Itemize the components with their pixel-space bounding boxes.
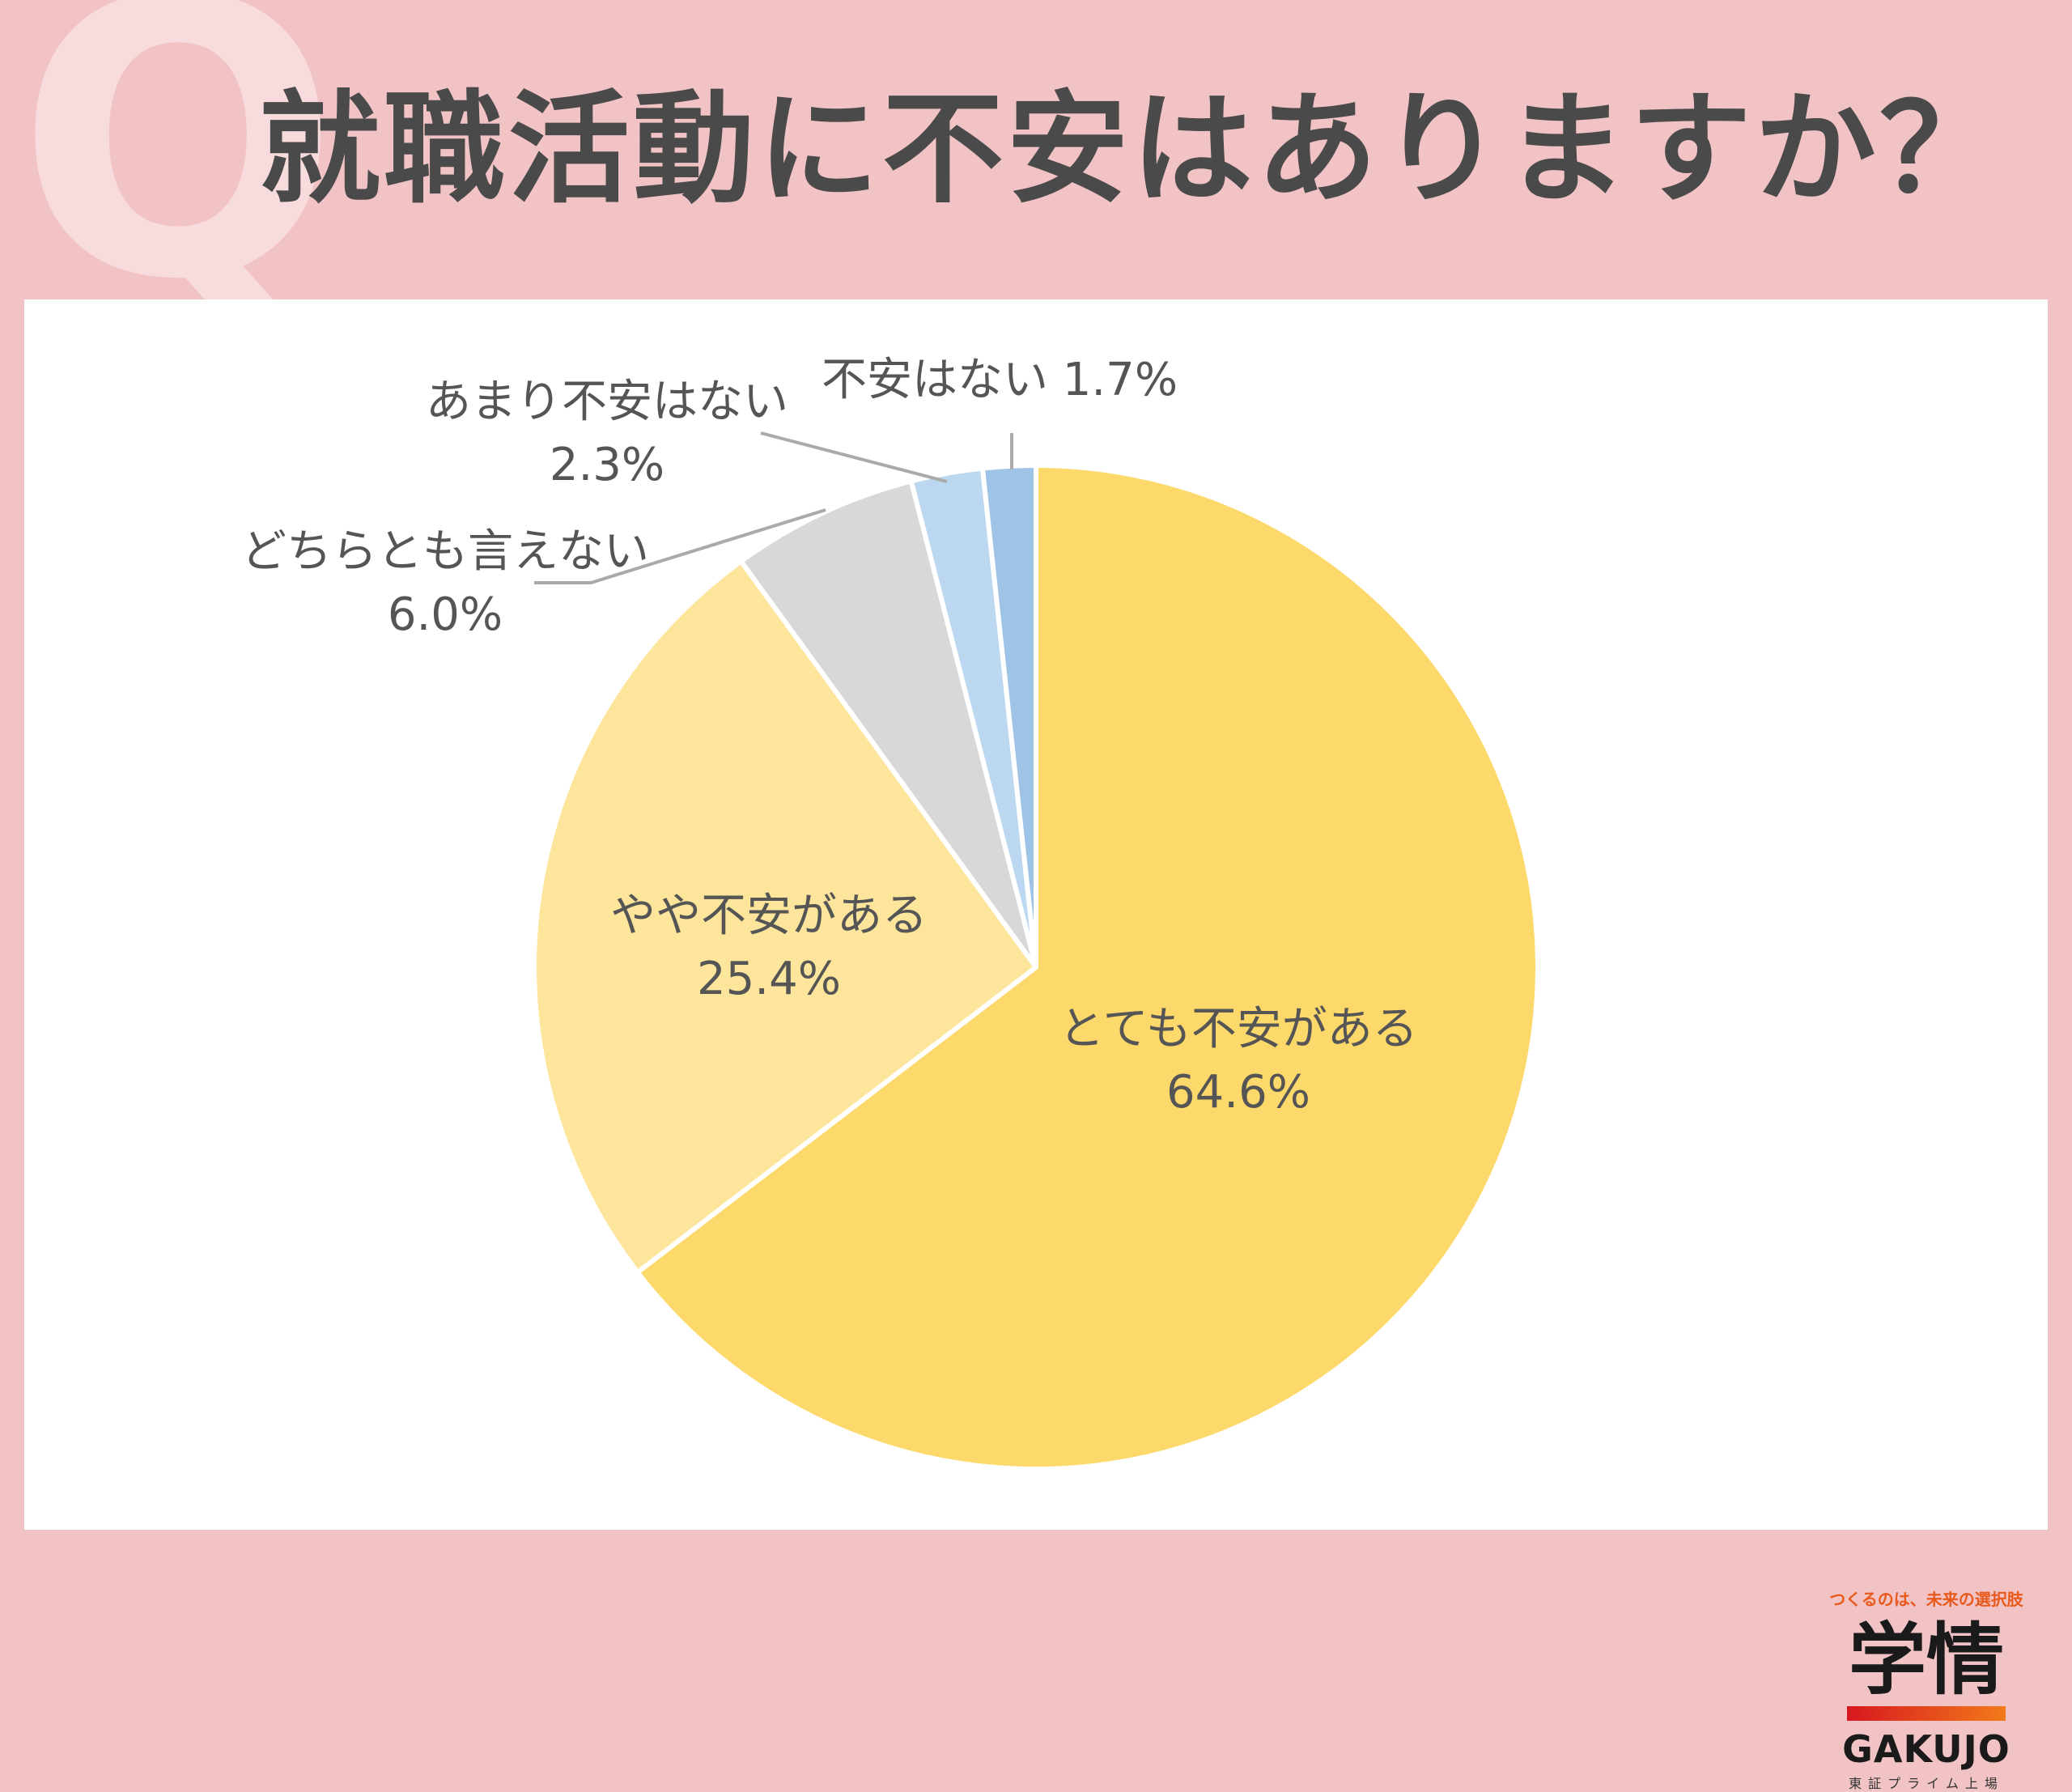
brand-sub: 東証プライム上場 [1849,1775,2004,1791]
slice-label-3: どちらとも言えない [241,525,649,578]
q-mark: Q [16,0,340,363]
slice-value-label-2: 25.4% [697,953,841,1005]
slice-label-2: やや不安がある [610,890,928,942]
pie-chart: とても不安がある 64.6% やや不安がある 25.4% どちらとも言えない 6.0% あま… [241,354,1540,1471]
brand-bar [1847,1705,2006,1721]
leader-line-4 [760,431,948,483]
pie-slice-2 [532,558,1038,1275]
page-title: 就職活動に不安はありますか？ [259,79,2005,220]
slice-value-label-5: 不安はない 1.7% [822,354,1178,406]
pie-slice-3 [738,478,1038,970]
chart-panel: とても不安がある 64.6% やや不安がある 25.4% どちらとも言えない 6.0% あま… [24,299,2048,1791]
slice-value-label-4: 2.3% [550,439,664,491]
pie-slice-1 [635,463,1540,1471]
brand-tagline: つくるのは、未来の選択肢 [1829,1590,2023,1609]
brand-name-en: GAKUJO [1842,1726,2010,1771]
brand-logo: つくるのは、未来の選択肢 学情 GAKUJO 東証プライム上場 [1817,1586,2036,1792]
pie-slice-5 [979,463,1038,970]
slice-value-label-1: 64.6% [1166,1066,1310,1119]
slice-value-label-3: 6.0% [388,588,503,641]
brand-name: 学情 [1849,1615,2004,1705]
slice-label-4: あまり不安はない [426,376,788,428]
slice-label-1: とても不安がある [1059,1003,1418,1055]
leader-line-3 [534,508,826,584]
